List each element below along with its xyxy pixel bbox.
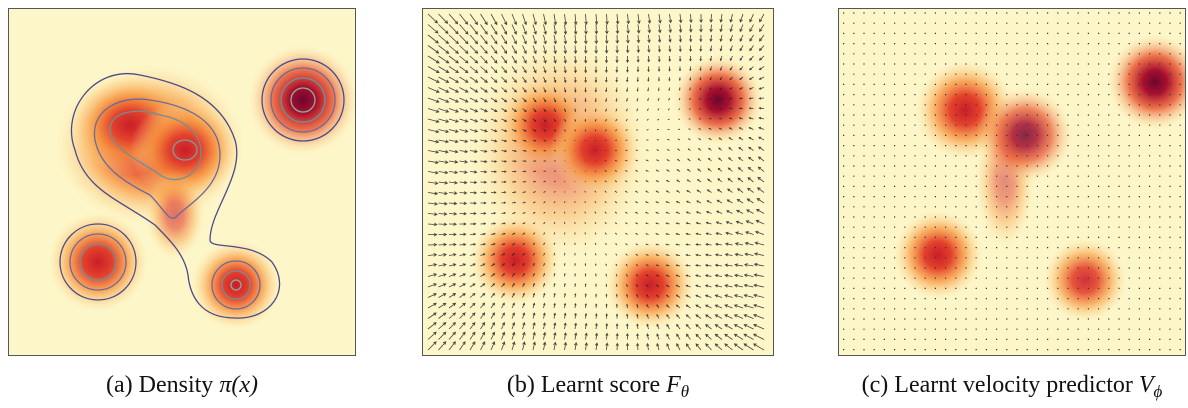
velocity-dots	[843, 12, 1181, 351]
caption-text: Learnt velocity predictor	[894, 372, 1139, 398]
arrows	[427, 13, 765, 351]
caption-text: Learnt score	[541, 372, 666, 398]
caption: (a) Density π(x)	[106, 372, 258, 398]
vector-field	[427, 13, 765, 351]
caption: (b) Learnt score Fθ	[507, 372, 689, 401]
panel-score	[422, 8, 774, 356]
dots	[843, 12, 1181, 351]
caption-math: V	[1139, 372, 1156, 398]
panel-density	[8, 8, 356, 356]
caption-label: (b)	[507, 372, 535, 398]
caption-subscript: θ	[681, 382, 689, 401]
caption: (c) Learnt velocity predictor Vϕ	[862, 372, 1163, 401]
caption-label: (a)	[106, 372, 133, 398]
panel-velocity	[838, 8, 1186, 356]
caption-label: (c)	[862, 372, 889, 398]
caption-math: π(x)	[219, 372, 258, 398]
caption-text: Density	[139, 372, 220, 398]
caption-subscript: ϕ	[1154, 382, 1163, 401]
caption-math: F	[665, 372, 681, 398]
